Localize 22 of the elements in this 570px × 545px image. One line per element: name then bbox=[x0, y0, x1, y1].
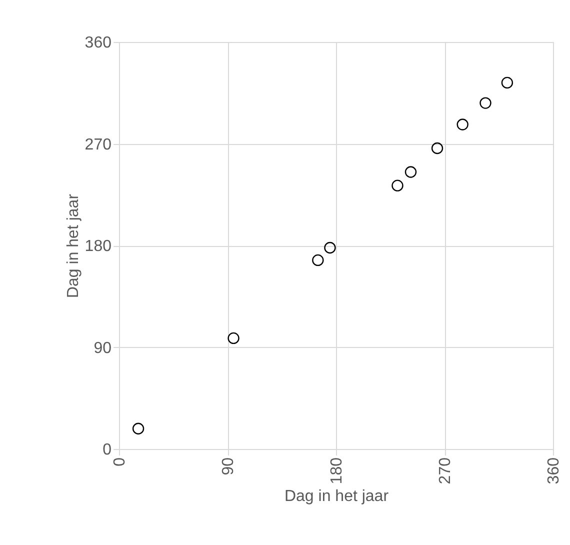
y-tick-label: 90 bbox=[94, 340, 112, 357]
x-tick-label: 360 bbox=[546, 457, 562, 484]
point bbox=[312, 254, 324, 266]
point bbox=[431, 142, 444, 154]
y-tick-label: 180 bbox=[84, 238, 112, 255]
point bbox=[392, 180, 404, 192]
point bbox=[404, 166, 417, 178]
point bbox=[324, 242, 336, 254]
x-tick-label: 270 bbox=[437, 457, 454, 484]
point bbox=[456, 118, 468, 130]
x-axis-title: Dag in het jaar bbox=[284, 488, 390, 506]
point bbox=[501, 76, 514, 89]
x-tick-label: 0 bbox=[112, 457, 128, 466]
y-axis-title: Dag in het jaar bbox=[64, 193, 82, 298]
point bbox=[480, 97, 492, 109]
y-tick-label: 0 bbox=[102, 442, 112, 458]
y-tick-label: 270 bbox=[84, 136, 112, 154]
x-tick-label: 90 bbox=[220, 457, 237, 476]
y-tick-label: 360 bbox=[84, 34, 112, 52]
point bbox=[132, 422, 144, 434]
point bbox=[228, 332, 240, 344]
x-tick-label: 180 bbox=[328, 457, 346, 484]
